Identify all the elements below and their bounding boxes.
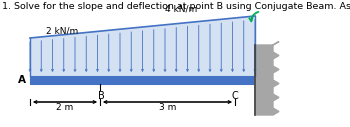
- Text: 3 m: 3 m: [159, 103, 176, 112]
- Text: 2 kN/m: 2 kN/m: [46, 26, 78, 35]
- Text: C: C: [232, 91, 238, 101]
- Bar: [30, 76, 255, 84]
- Text: A: A: [18, 75, 26, 85]
- Polygon shape: [255, 42, 279, 115]
- Polygon shape: [30, 16, 255, 76]
- Text: 1. Solve for the slope and deflection at point B using Conjugate Beam. Assume EI: 1. Solve for the slope and deflection at…: [2, 2, 350, 11]
- Text: 4 kN/m: 4 kN/m: [164, 4, 197, 13]
- Text: 2 m: 2 m: [56, 103, 74, 112]
- Text: B: B: [98, 91, 104, 101]
- Bar: [255, 45, 273, 115]
